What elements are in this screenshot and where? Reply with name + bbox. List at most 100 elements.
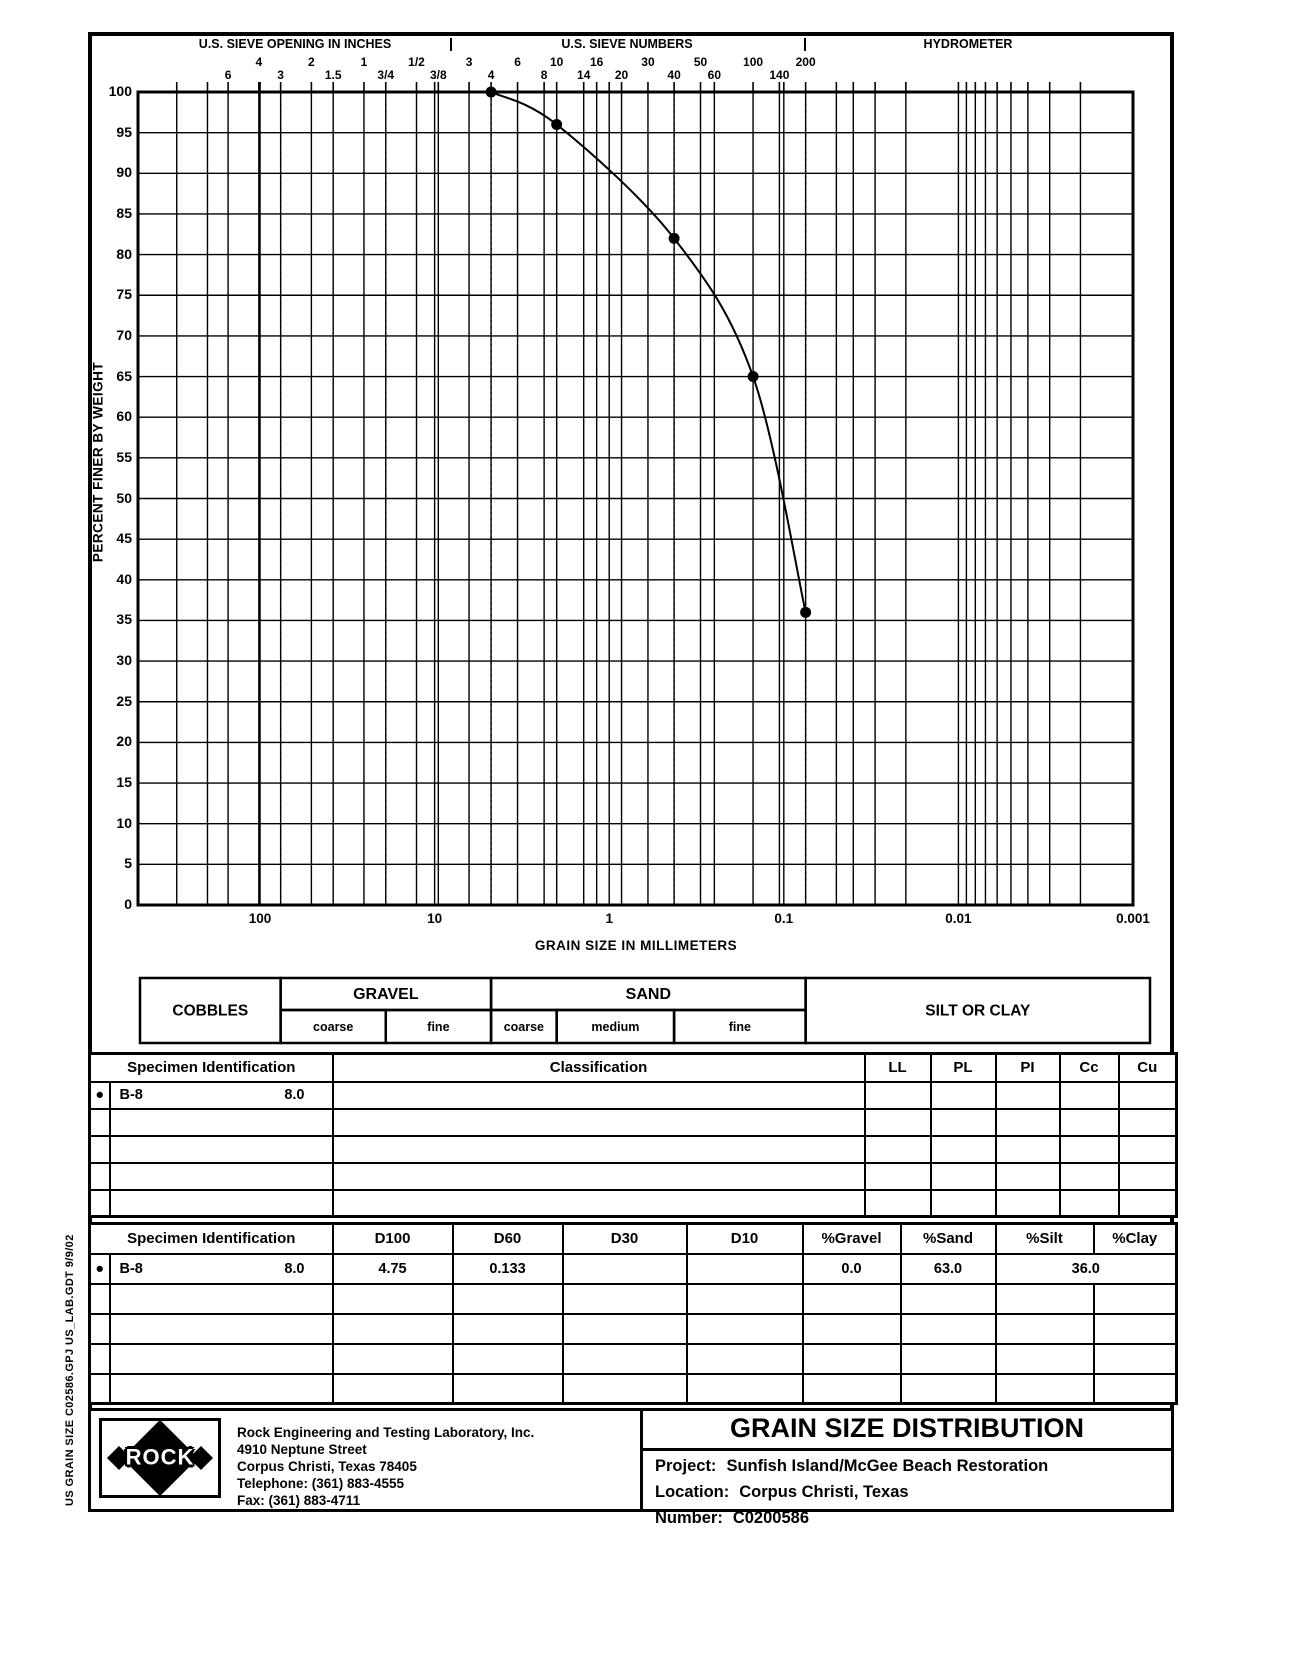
col-header-specimen: Specimen Identification bbox=[88, 1222, 334, 1255]
col-header-clay: %Clay bbox=[1092, 1222, 1178, 1255]
specimen-cell: B-8 8.0 bbox=[108, 1252, 334, 1285]
sand-cell bbox=[899, 1312, 997, 1345]
row-marker bbox=[88, 1107, 111, 1137]
specimen-cell bbox=[108, 1282, 334, 1315]
sieve-numbers-header: U.S. SIEVE NUMBERS bbox=[561, 37, 693, 51]
ll-cell bbox=[863, 1080, 932, 1110]
y-axis-tick-label: 45 bbox=[116, 530, 132, 547]
y-axis-tick-label: 0 bbox=[124, 896, 132, 912]
data-point bbox=[551, 119, 563, 131]
classification-cell bbox=[331, 1080, 866, 1110]
y-axis-tick-label: 20 bbox=[116, 733, 132, 750]
y-axis-tick-label: 50 bbox=[116, 489, 132, 506]
col-header-gravel: %Gravel bbox=[801, 1222, 902, 1255]
lab-phone: Telephone: (361) 883-4555 bbox=[237, 1476, 405, 1491]
specimen-cell bbox=[108, 1372, 334, 1405]
sieve-tick-label: 40 bbox=[667, 68, 681, 82]
table-row: ● B-8 8.0 4.75 0.133 0.0 63.0 36.0 bbox=[88, 1252, 1178, 1285]
sieve-tick-label: 10 bbox=[549, 55, 564, 69]
y-axis-tick-label: 60 bbox=[116, 408, 132, 425]
row-marker bbox=[88, 1134, 111, 1164]
x-axis-title: GRAIN SIZE IN MILLIMETERS bbox=[534, 938, 738, 953]
specimen-cell bbox=[108, 1107, 334, 1137]
classification-sub-label: fine bbox=[427, 1020, 449, 1034]
cu-cell bbox=[1117, 1188, 1178, 1218]
specimen-depth: 8.0 bbox=[284, 1087, 305, 1103]
d100-cell bbox=[331, 1312, 454, 1345]
header-separator bbox=[450, 38, 452, 51]
pi-cell bbox=[994, 1080, 1061, 1110]
silt-cell bbox=[994, 1312, 1095, 1345]
footer: ROCK Rock Engineering and Testing Labora… bbox=[88, 1408, 1174, 1527]
location-label: Location: bbox=[655, 1483, 730, 1501]
gravel-cell bbox=[801, 1312, 902, 1345]
sieve-tick-label: 6 bbox=[514, 55, 521, 69]
cu-cell bbox=[1117, 1161, 1178, 1191]
classification-group-cell bbox=[804, 976, 1152, 1045]
lab-city: Corpus Christi, Texas 78405 bbox=[237, 1459, 417, 1474]
classification-group-label: SILT OR CLAY bbox=[925, 1003, 1031, 1020]
sand-cell bbox=[899, 1372, 997, 1405]
d100-cell bbox=[331, 1372, 454, 1405]
table-header-row: Specimen Identification D100 D60 D30 D10 %Gra… bbox=[88, 1222, 1178, 1255]
d10-cell bbox=[685, 1342, 804, 1375]
data-point bbox=[800, 606, 812, 618]
sieve-tick-label: 3/8 bbox=[429, 68, 447, 82]
silt-cell bbox=[994, 1372, 1095, 1405]
lab-address: Rock Engineering and Testing Laboratory,… bbox=[237, 1424, 534, 1509]
ll-cell bbox=[863, 1134, 932, 1164]
sieve-tick-label: 3 bbox=[277, 68, 284, 82]
d60-cell bbox=[451, 1342, 564, 1375]
x-axis-tick-label: 0.001 bbox=[1116, 911, 1150, 926]
clay-cell bbox=[1092, 1282, 1178, 1315]
d60-cell bbox=[451, 1282, 564, 1315]
table-row bbox=[88, 1312, 1178, 1345]
x-axis-tick-label: 0.01 bbox=[945, 911, 972, 926]
sieve-tick-label: 60 bbox=[707, 68, 722, 82]
specimen-cell bbox=[108, 1312, 334, 1345]
y-axis-tick-label: 10 bbox=[116, 814, 132, 831]
specimen-gradation-table: Specimen Identification D100 D60 D30 D10 %Gra… bbox=[88, 1222, 1178, 1405]
hydrometer-header: HYDROMETER bbox=[923, 37, 1013, 51]
data-point bbox=[747, 371, 759, 383]
d60-cell bbox=[451, 1372, 564, 1405]
specimen-cell: B-8 8.0 bbox=[108, 1080, 334, 1110]
sand-cell: 63.0 bbox=[899, 1252, 997, 1285]
d100-cell bbox=[331, 1282, 454, 1315]
pi-cell bbox=[994, 1161, 1061, 1191]
d30-cell bbox=[561, 1342, 688, 1375]
specimen-cell bbox=[108, 1188, 334, 1218]
sieve-inches-header: U.S. SIEVE OPENING IN INCHES bbox=[198, 37, 392, 51]
pi-cell bbox=[994, 1107, 1061, 1137]
classification-group-label: GRAVEL bbox=[353, 986, 419, 1003]
pi-cell bbox=[994, 1134, 1061, 1164]
classification-group-label: SAND bbox=[626, 986, 671, 1003]
row-marker bbox=[88, 1161, 111, 1191]
col-header-cc: Cc bbox=[1058, 1052, 1120, 1083]
y-axis-tick-label: 95 bbox=[116, 123, 132, 140]
specimen-classification-table: Specimen Identification Classification LL P… bbox=[88, 1052, 1178, 1218]
sieve-tick-label: 1 bbox=[360, 55, 368, 69]
clay-cell bbox=[1092, 1342, 1178, 1375]
gravel-cell bbox=[801, 1282, 902, 1315]
cc-cell bbox=[1058, 1134, 1120, 1164]
sieve-tick-label: 4 bbox=[487, 68, 495, 82]
sieve-tick-label: 4 bbox=[255, 55, 263, 69]
sidebar-file-note: US GRAIN SIZE C02586.GPJ US_LAB.GDT 9/9/… bbox=[64, 1234, 76, 1506]
sieve-tick-label: 1/2 bbox=[408, 55, 425, 69]
classification-cell bbox=[331, 1134, 866, 1164]
chart-border bbox=[136, 90, 1135, 907]
col-header-pi: PI bbox=[994, 1052, 1061, 1083]
sieve-tick-label: 200 bbox=[795, 55, 816, 69]
specimen-cell bbox=[108, 1134, 334, 1164]
lab-fax: Fax: (361) 883-4711 bbox=[237, 1493, 361, 1508]
sand-cell bbox=[899, 1282, 997, 1315]
pl-cell bbox=[929, 1134, 997, 1164]
cc-cell bbox=[1058, 1107, 1120, 1137]
d30-cell bbox=[561, 1312, 688, 1345]
y-axis-tick-label: 40 bbox=[116, 570, 132, 587]
rock-logo: ROCK bbox=[99, 1418, 221, 1498]
sieve-tick-label: 3 bbox=[465, 55, 473, 69]
